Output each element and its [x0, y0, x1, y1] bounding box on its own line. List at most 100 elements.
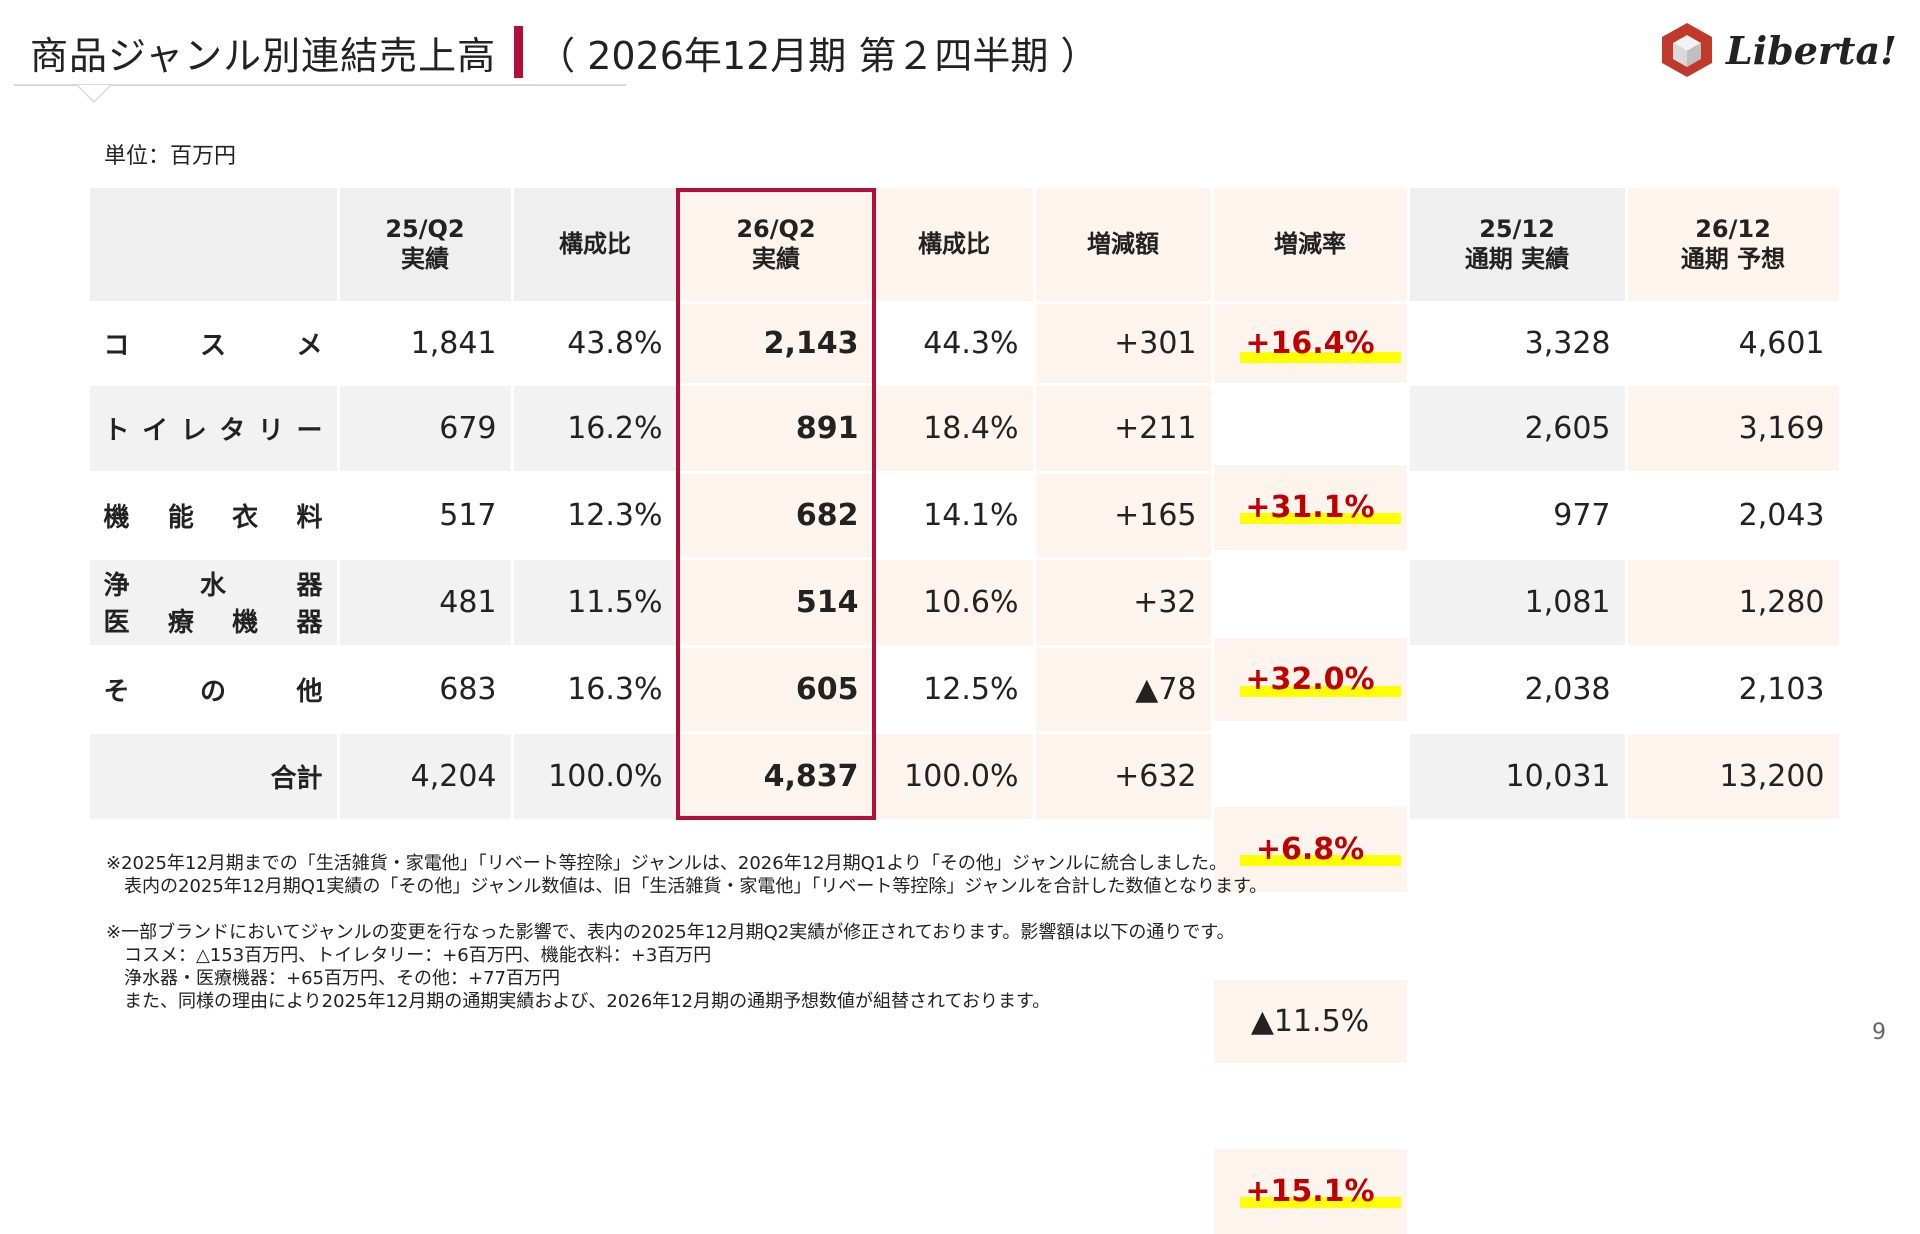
ratio-26-cell: 100.0%	[875, 733, 1033, 819]
genre-label-line: トイレタリー	[104, 410, 323, 447]
q2-26-cell: 2,143	[679, 303, 873, 383]
fy26-cell: 2,103	[1627, 647, 1839, 731]
ratio-25-cell-text: 16.3%	[567, 671, 663, 707]
fy25-cell-text: 10,031	[1505, 758, 1611, 794]
genre-label: トイレタリー	[104, 410, 323, 447]
diff-cell-text: +32	[1133, 584, 1197, 620]
column-header-line2: 通期 実績	[1464, 245, 1570, 273]
footnote-line: ※2025年12月期までの「生活雑貨・家電他」「リベート等控除」ジャンルは、20…	[106, 853, 1227, 874]
genre-char: イ	[142, 415, 169, 446]
column-header: 25/12 通期 実績	[1409, 187, 1625, 301]
ratio-25-cell-text: 11.5%	[567, 584, 663, 620]
column-header-label: 構成比	[559, 229, 631, 259]
q2-25-cell-text: 679	[439, 410, 497, 446]
genre-label-line: 機能衣料	[104, 497, 323, 534]
diff-cell: +632	[1035, 733, 1211, 819]
ratio-26-cell: 18.4%	[875, 385, 1033, 471]
q2-25-cell: 4,204	[339, 733, 511, 819]
ratio-25-cell-text: 43.8%	[567, 325, 663, 361]
fy26-cell-text: 1,280	[1738, 584, 1825, 620]
rate-highlight-marker	[1239, 854, 1401, 866]
column-header-label: 26/12 通期 予想	[1681, 214, 1785, 274]
ratio-26-cell-text: 14.1%	[923, 497, 1019, 533]
q2-26-cell-text: 2,143	[763, 325, 859, 361]
ratio-26-cell: 12.5%	[875, 647, 1033, 731]
column-header-label: 25/Q2 実績	[385, 214, 464, 274]
ratio-25-cell: 11.5%	[513, 559, 677, 645]
footnote-line	[106, 898, 1267, 921]
fy26-cell: 3,169	[1627, 385, 1839, 471]
column-header-label: 増減額	[1087, 229, 1159, 259]
ratio-25-cell-text: 16.2%	[567, 410, 663, 446]
genre-cell: 浄水器医療機器	[89, 559, 337, 645]
genre-char: 水	[199, 571, 226, 601]
genre-char: リ	[257, 415, 284, 446]
column-header-line1: 増減額	[1087, 230, 1159, 258]
column-header-line1: 構成比	[559, 230, 631, 258]
ratio-26-cell-text: 18.4%	[923, 410, 1019, 446]
page-subtitle: （ 2026年12月期 第２四半期 ）	[537, 33, 1099, 78]
fy25-cell: 1,081	[1409, 559, 1625, 645]
q2-26-cell: 4,837	[679, 733, 873, 819]
fy26-cell: 2,043	[1627, 473, 1839, 557]
diff-cell-text: +165	[1114, 497, 1197, 533]
rate-cell: +6.8%	[1213, 806, 1407, 892]
genre-char: メ	[296, 330, 323, 361]
diff-cell-text: ▲78	[1135, 671, 1197, 707]
ratio-25-cell: 16.2%	[513, 385, 677, 471]
genre-char: 能	[167, 502, 194, 533]
footnote-line: 表内の2025年12月期Q1実績の「その他」ジャンル数値は、旧「生活雑貨・家電他…	[106, 876, 1268, 897]
fy25-cell-text: 2,038	[1524, 671, 1611, 707]
column-header-label: 増減率	[1274, 229, 1346, 259]
genre-char: の	[199, 676, 226, 707]
sales-by-genre-table: 25/Q2 実績 構成比 26/Q2 実績 構成比 増減額 増減率 25/12 通期 実績 26/1…	[88, 186, 1840, 1234]
q2-26-cell: 891	[679, 385, 873, 471]
column-header-line1: 26/12	[1695, 215, 1771, 243]
column-header-label: 25/12 通期 実績	[1465, 214, 1569, 274]
fy25-cell-text: 1,081	[1524, 584, 1611, 620]
title-underline	[14, 84, 626, 86]
footnotes: ※2025年12月期までの「生活雑貨・家電他」「リベート等控除」ジャンルは、20…	[106, 852, 1267, 1013]
q2-25-cell-text: 683	[439, 671, 497, 707]
diff-cell-text: +301	[1114, 325, 1197, 361]
footnote-line: また、同様の理由により2025年12月期の通期実績および、2026年12月期の通…	[106, 991, 1051, 1012]
fy26-cell-text: 2,103	[1738, 671, 1825, 707]
fy26-cell-text: 2,043	[1738, 497, 1825, 533]
page-title-row: 商品ジャンル別連結売上高 （ 2026年12月期 第２四半期 ）	[30, 24, 1098, 80]
ratio-25-cell: 100.0%	[513, 733, 677, 819]
genre-char: 機	[103, 502, 130, 533]
genre-cell: その他	[89, 647, 337, 731]
column-header: 構成比	[513, 187, 677, 301]
page-title: 商品ジャンル別連結売上高	[30, 33, 497, 78]
fy25-cell: 2,605	[1409, 385, 1625, 471]
genre-label-line: 浄水器	[104, 565, 323, 602]
genre-cell: コスメ	[89, 303, 337, 383]
fy26-cell: 4,601	[1627, 303, 1839, 383]
ratio-26-cell-text: 10.6%	[923, 584, 1019, 620]
column-header-line1: 増減率	[1274, 230, 1346, 258]
ratio-25-cell: 16.3%	[513, 647, 677, 731]
genre-char: 機	[232, 608, 259, 638]
genre-char: タ	[219, 415, 246, 446]
fy25-cell: 10,031	[1409, 733, 1625, 819]
genre-cell: トイレタリー	[89, 385, 337, 471]
page-number: 9	[1872, 1020, 1886, 1045]
column-header-label: 26/Q2 実績	[736, 214, 815, 274]
unit-label: 単位：百万円	[104, 144, 237, 169]
q2-25-cell: 517	[339, 473, 511, 557]
column-header: 増減額	[1035, 187, 1211, 301]
column-header: 増減率	[1213, 187, 1407, 301]
genre-char: そ	[103, 676, 130, 707]
fy25-cell-text: 3,328	[1524, 325, 1611, 361]
column-header-line2: 実績	[400, 245, 449, 273]
diff-cell: +165	[1035, 473, 1211, 557]
genre-char: 衣	[232, 502, 259, 533]
fy26-cell-text: 13,200	[1719, 758, 1825, 794]
title-accent-bar	[514, 26, 524, 78]
diff-cell: +211	[1035, 385, 1211, 471]
company-logo: Liberta!	[1660, 18, 1910, 82]
genre-cell: 機能衣料	[89, 473, 337, 557]
ratio-25-cell-text: 100.0%	[548, 758, 663, 794]
genre-char: ー	[296, 415, 323, 446]
rate-cell: +16.4%	[1213, 303, 1407, 383]
